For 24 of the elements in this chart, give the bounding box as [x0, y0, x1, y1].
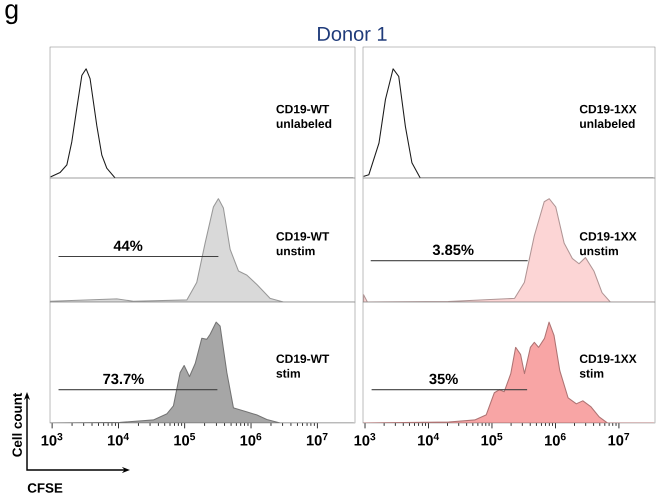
text: CD19-WT unlabeled [276, 104, 332, 128]
text: CD19-WT unstim [276, 232, 330, 256]
x-tick-label: 10$^{3}$ [354, 433, 376, 446]
text: CD19-1XX unlabeled [580, 104, 637, 128]
annotation: 3.85% [432, 244, 474, 256]
text: g [5, 4, 18, 24]
x-tick-label: 10$^{3}$ [42, 433, 62, 446]
annotation: 73.7% [103, 374, 144, 384]
series-label: CD19-1XX unstim [580, 232, 637, 256]
x-tick-label: 10$^{4}$ [418, 433, 440, 446]
x-tick-label: 10$^{7}$ [306, 433, 328, 446]
y-axis-title: Cell count [12, 392, 22, 457]
text: CD19-WT stim [276, 354, 330, 378]
x-tick-label: 10$^{6}$ [545, 433, 566, 446]
annotation: 35% [429, 374, 458, 384]
x-tick-label: 10$^{4}$ [108, 433, 130, 446]
x-tick-label: 10$^{7}$ [608, 433, 630, 446]
x-tick-label: 10$^{6}$ [240, 433, 262, 446]
x-axis-title: CFSE [28, 483, 62, 493]
x-tick-label: 10$^{5}$ [482, 433, 502, 446]
annotation: 44% [114, 240, 142, 251]
x-tick-label: 10$^{5}$ [174, 433, 196, 446]
chart-title: Donor 1 [318, 27, 387, 41]
series-label: CD19-1XX stim [580, 354, 637, 378]
